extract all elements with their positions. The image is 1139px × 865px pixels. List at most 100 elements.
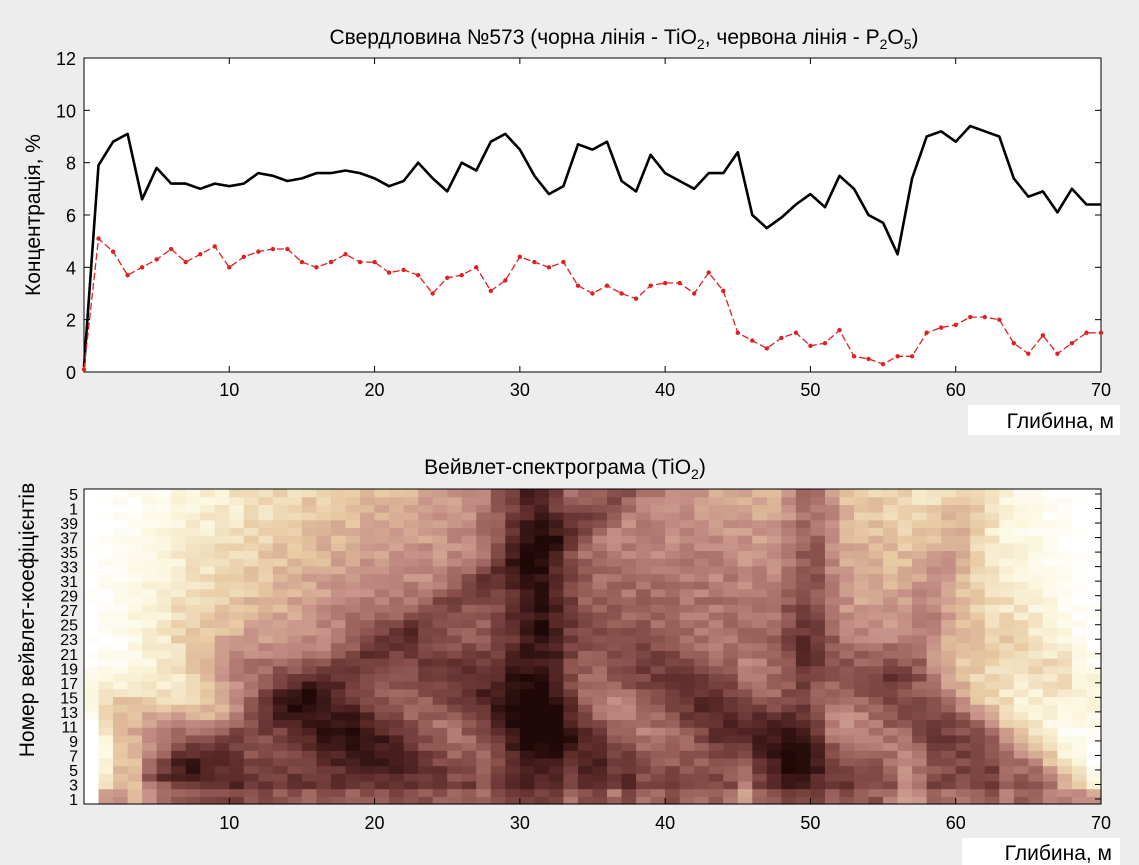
- spectrogram-cell: [781, 796, 797, 805]
- spectrogram-cell: [200, 658, 216, 667]
- spectrogram-cell: [461, 634, 477, 644]
- spectrogram-cell: [127, 780, 143, 790]
- spectrogram-cell: [679, 757, 695, 767]
- spectrogram-cell: [592, 619, 608, 628]
- spectrogram-cell: [432, 765, 448, 774]
- spectrogram-cell: [447, 780, 463, 790]
- spectrogram-cell: [374, 704, 390, 713]
- spectrogram-cell: [98, 565, 114, 575]
- spectrogram-cell: [534, 696, 550, 705]
- spectrogram-cell: [389, 489, 405, 498]
- spectrogram-cell: [548, 642, 565, 651]
- p2o5-point: [227, 265, 232, 270]
- spectrogram-cell: [127, 750, 143, 759]
- spectrogram-cell: [505, 719, 521, 728]
- spectrogram-cell: [781, 665, 797, 674]
- spectrogram-cell: [650, 734, 666, 744]
- spectrogram-cell: [1028, 727, 1044, 736]
- spectrogram-cell: [883, 734, 899, 744]
- spectrogram-cell: [984, 519, 1000, 529]
- spectrogram-cell: [272, 496, 288, 505]
- spectrogram-cell: [592, 489, 608, 498]
- spectrogram-cell: [577, 619, 594, 628]
- spectrogram-cell: [781, 581, 797, 590]
- spectrogram-cell: [127, 734, 143, 744]
- spectrogram-cell: [679, 711, 695, 721]
- spectrogram-cell: [476, 596, 492, 605]
- spectrogram-cell: [970, 535, 986, 544]
- spectrogram-cell: [447, 765, 463, 774]
- spectrogram-cell: [389, 750, 405, 759]
- spectrogram-cell: [708, 673, 724, 682]
- spectrogram-cell: [766, 489, 782, 498]
- spectrogram-cell: [810, 773, 826, 782]
- spectrogram-cell: [171, 581, 187, 590]
- spectrogram-cell: [839, 696, 855, 705]
- spectrogram-cell: [883, 565, 899, 575]
- spectrogram-cell: [287, 588, 303, 598]
- spectrogram-cell: [854, 535, 870, 544]
- spectrogram-cell: [505, 727, 521, 736]
- spectrogram-cell: [505, 765, 521, 774]
- spectrogram-cell: [418, 627, 434, 636]
- spectrogram-cell: [214, 719, 230, 728]
- spectrogram-cell: [926, 796, 942, 805]
- spectrogram-cell: [563, 696, 579, 705]
- spectrogram-cell: [795, 681, 812, 690]
- spectrogram-cell: [563, 658, 579, 667]
- p2o5-point: [357, 259, 363, 265]
- spectrogram-cell: [403, 619, 419, 628]
- spectrogram-cell: [461, 542, 477, 552]
- spectrogram-cell: [665, 757, 681, 767]
- spectrogram-cell: [694, 619, 710, 628]
- spectrogram-cell: [810, 650, 826, 659]
- spectrogram-cell: [897, 711, 913, 721]
- spectrogram-cell: [127, 611, 143, 621]
- spectrogram-cell: [766, 742, 782, 751]
- spectrogram-cell: [839, 535, 855, 544]
- spectrogram-cell: [447, 757, 463, 767]
- spectrogram-cell: [142, 796, 158, 805]
- p2o5-point: [503, 278, 508, 283]
- spectrogram-cell: [229, 681, 245, 690]
- spectrogram-cell: [432, 611, 448, 621]
- spectrogram-cell: [229, 619, 245, 628]
- spectrogram-cell: [505, 711, 521, 721]
- spectrogram-cell: [1028, 627, 1044, 636]
- spectrogram-cell: [839, 527, 855, 536]
- spectrogram-cell: [461, 665, 477, 674]
- p2o5-point: [459, 272, 464, 278]
- spectrogram-cell: [679, 489, 695, 498]
- spectrogram-cell: [476, 650, 492, 659]
- spectrogram-cell: [839, 742, 855, 751]
- spectrogram-cell: [84, 773, 100, 782]
- spectrogram-cell: [970, 773, 986, 782]
- spectrogram-cell: [214, 588, 230, 598]
- spectrogram-cell: [505, 619, 521, 628]
- spectrogram-cell: [854, 634, 870, 644]
- spectrogram-cell: [607, 704, 623, 713]
- spectrogram-cell: [1086, 642, 1102, 651]
- spectrogram-cell: [113, 573, 129, 582]
- spectrogram-cell: [563, 535, 579, 544]
- spectrogram-cell: [737, 496, 753, 505]
- spectrogram-cell: [548, 527, 565, 536]
- spectrogram-cell: [679, 550, 695, 559]
- spectrogram-cell: [752, 796, 768, 805]
- spectrogram-cell: [737, 658, 753, 667]
- spectrogram-cell: [1086, 512, 1102, 521]
- spectrogram-cell: [926, 765, 942, 774]
- spectrogram-cell: [737, 611, 753, 621]
- spectrogram-cell: [113, 627, 129, 636]
- spectrogram-cell: [403, 596, 419, 605]
- spectrogram-cell: [723, 650, 739, 659]
- spectrogram-cell: [418, 535, 434, 544]
- spectrogram-cell: [1057, 573, 1073, 582]
- spectrogram-cell: [476, 527, 492, 536]
- spectrogram-cell: [229, 604, 245, 613]
- spectrogram-cell: [883, 642, 899, 651]
- spectrogram-cell: [708, 581, 724, 590]
- spectrogram-cell: [185, 604, 201, 613]
- spectrogram-cell: [708, 535, 724, 544]
- spectrogram-cell: [490, 596, 506, 605]
